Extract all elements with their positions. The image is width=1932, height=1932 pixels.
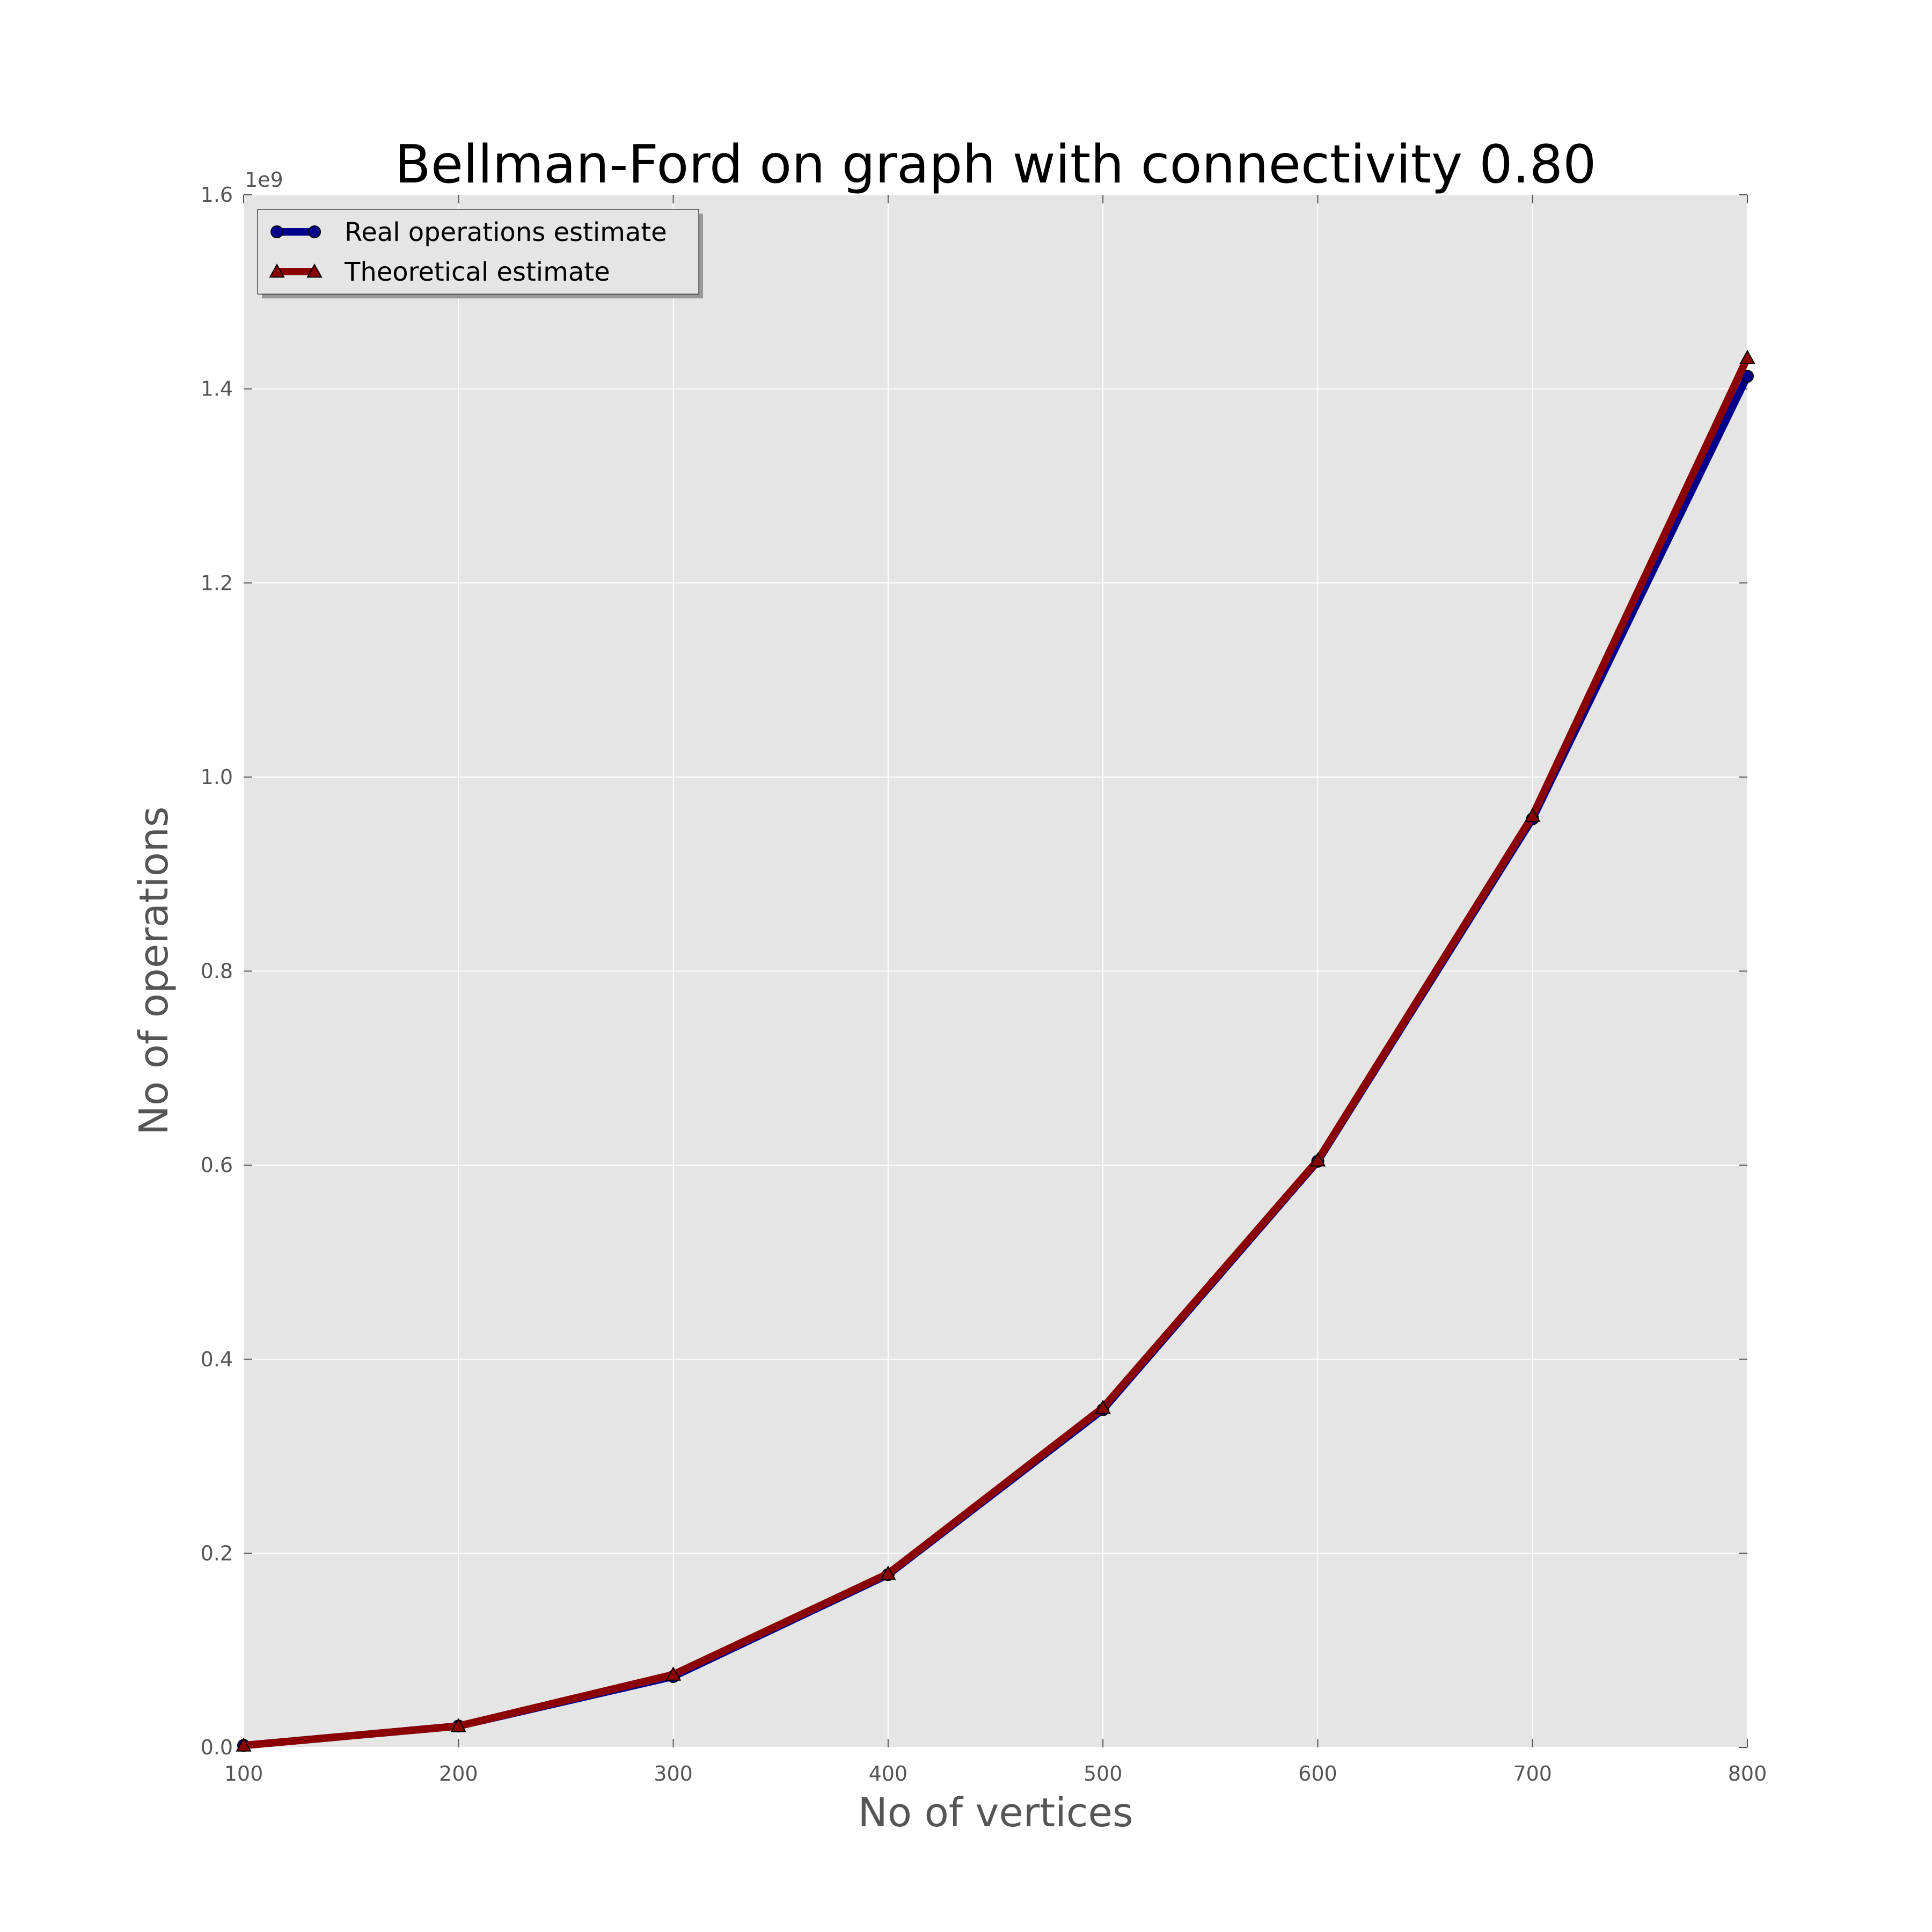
data-point — [880, 1565, 896, 1580]
legend-marker — [269, 263, 285, 278]
data-point — [236, 1737, 252, 1752]
y-tick-label: 1.4 — [201, 377, 233, 401]
x-tick-label: 800 — [1728, 1762, 1767, 1785]
legend-label: Real operations estimate — [345, 217, 667, 247]
y-offset-label: 1e9 — [245, 168, 283, 192]
data-point — [1739, 349, 1755, 364]
x-tick-label: 700 — [1513, 1762, 1552, 1785]
data-point — [665, 1666, 682, 1681]
legend: Real operations estimate Theoretical esti… — [257, 209, 703, 298]
x-tick-label: 300 — [654, 1762, 693, 1785]
y-tick-label: 0.4 — [201, 1348, 233, 1371]
legend-item: Theoretical estimate — [269, 257, 610, 287]
legend-item: Real operations estimate — [270, 217, 667, 247]
legend-marker — [308, 225, 321, 238]
y-tick-label: 1.2 — [201, 571, 233, 595]
x-axis-label: No of vertices — [858, 1790, 1133, 1836]
legend-box — [257, 209, 699, 295]
axis-ticks: 100 200 300 400 500 600 700 800 0.0 0.2 0.4 0.6 0.8 1… — [201, 183, 1767, 1785]
x-tick-label: 200 — [439, 1762, 478, 1785]
x-tick-label: 400 — [869, 1762, 908, 1785]
y-tick-label: 0.2 — [201, 1541, 233, 1565]
x-tick-label: 600 — [1298, 1762, 1337, 1785]
legend-label: Theoretical estimate — [344, 257, 610, 287]
x-tick-label: 500 — [1084, 1762, 1123, 1785]
y-axis-label: No of operations — [131, 807, 177, 1136]
data-point — [1525, 808, 1541, 822]
y-tick-label: 0.8 — [201, 960, 233, 983]
y-tick-label: 0.0 — [201, 1736, 233, 1759]
series-line — [243, 356, 1751, 1750]
data-point — [1309, 1152, 1326, 1167]
legend-marker — [270, 225, 283, 238]
series-lines — [236, 349, 1755, 1752]
legend-marker — [306, 263, 323, 278]
y-tick-label: 0.6 — [201, 1153, 233, 1177]
y-tick-label: 1.6 — [201, 183, 233, 207]
y-tick-label: 1.0 — [201, 765, 233, 789]
series-2 — [236, 349, 1755, 1752]
chart-title: Bellman-Ford on graph with connectivity … — [395, 134, 1597, 195]
data-point — [450, 1718, 466, 1732]
grid — [243, 194, 1748, 1748]
x-tick-label: 100 — [224, 1762, 264, 1785]
data-point — [1095, 1400, 1111, 1414]
